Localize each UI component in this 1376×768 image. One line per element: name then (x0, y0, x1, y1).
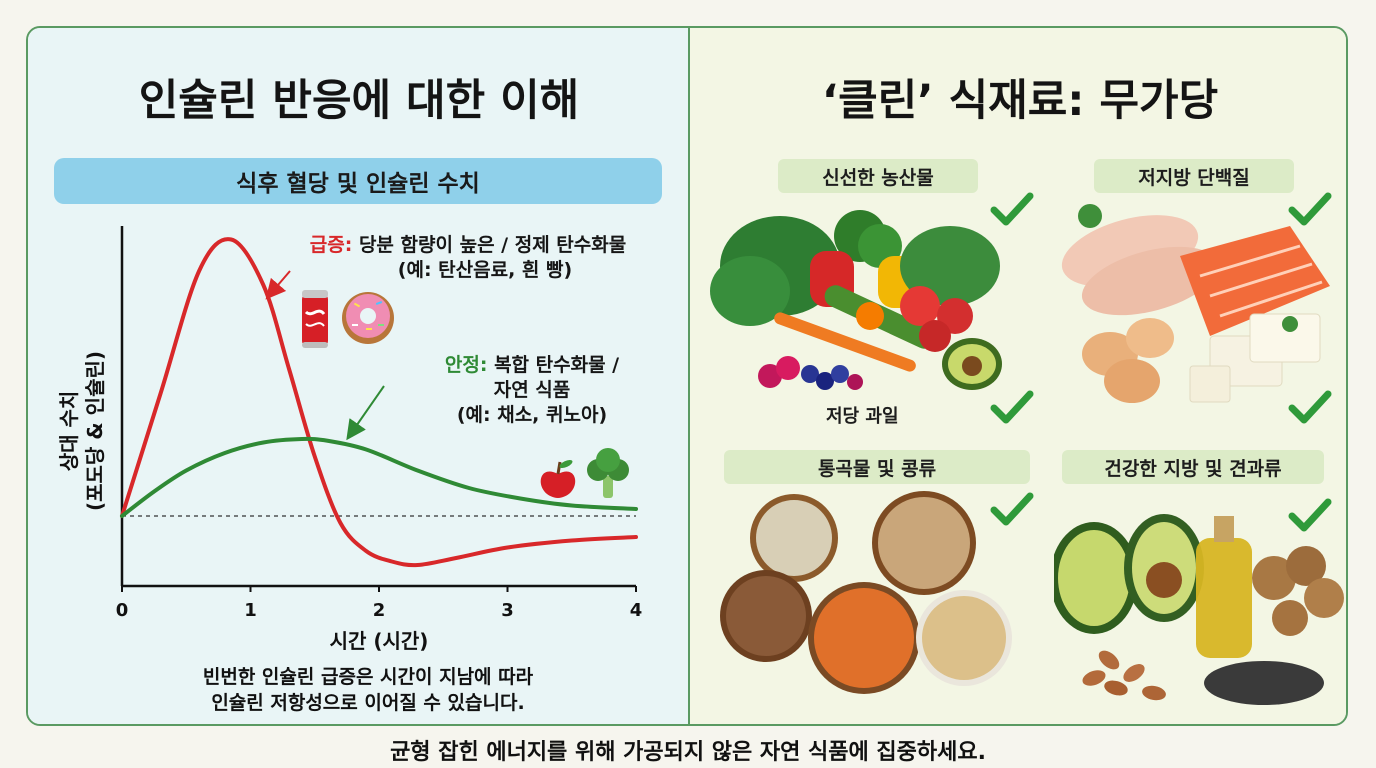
fresh-produce-image (710, 210, 1002, 390)
low-sugar-fruit-label: 저당 과일 (826, 406, 899, 427)
healthy-fats-image (1054, 514, 1344, 705)
check-icon (1288, 192, 1332, 226)
x-axis-label: 시간 (시간) (330, 629, 429, 653)
spike-text: 당분 함량이 높은 / 정제 탄수화물 (358, 234, 627, 256)
footnote-line-1: 빈번한 인슐린 급증은 시간이 지남에 따라 (202, 666, 534, 688)
category-healthy-fats-nuts: 건강한 지방 및 견과류 (1062, 450, 1324, 484)
x-tick-label: 3 (501, 600, 514, 621)
insulin-panel: 인슐린 반응에 대한 이해 식후 혈당 및 인슐린 수치 0 1 2 3 4 시간 (시… (28, 28, 690, 724)
insulin-chart: 0 1 2 3 4 시간 (시간) 상대 수치 (포도당 & 인슐린) (57, 226, 643, 653)
x-tick-label: 0 (116, 600, 129, 621)
stable-text-2: 자연 식품 (493, 379, 571, 401)
check-icon (1288, 390, 1332, 424)
series-line-stable (120, 436, 638, 518)
lean-protein-image (1061, 204, 1330, 403)
insulin-footnote: 빈번한 인슐린 급증은 시간이 지남에 따라 인슐린 저항성으로 이어질 수 있… (88, 664, 648, 716)
clean-foods-panel: ‘클린’ 식재료: 무가당 신선한 농산물 저지방 단백질 통곡물 및 콩류 건… (690, 28, 1346, 724)
stable-label: 안정: (444, 354, 488, 376)
category-fresh-produce: 신선한 농산물 (778, 159, 978, 193)
spike-label: 급증: (309, 234, 353, 256)
stable-example: (예: 채소, 퀴노아) (456, 404, 608, 426)
clean-foods-title: ‘클린’ 식재료: 무가당 (821, 76, 1219, 126)
check-icon (990, 492, 1034, 526)
soda-can-icon (302, 290, 328, 348)
stable-annotation: 안정: 복합 탄수화물 / 자연 식품 (예: 채소, 퀴노아) (372, 353, 692, 428)
category-lean-protein: 저지방 단백질 (1094, 159, 1294, 193)
y-axis-label-line-1: 상대 수치 (57, 391, 81, 472)
check-icon (1288, 498, 1332, 532)
footer-message: 균형 잡힌 에너지를 위해 가공되지 않은 자연 식품에 집중하세요. (390, 740, 986, 765)
x-tick-label: 4 (630, 600, 643, 621)
broccoli-icon (587, 448, 629, 498)
x-tick-label: 2 (373, 600, 386, 621)
series-line-spike (120, 237, 638, 568)
stable-arrow (346, 385, 385, 441)
spike-arrow (265, 270, 291, 300)
donut-icon (342, 292, 394, 344)
category-whole-grains-legumes: 통곡물 및 콩류 (724, 450, 1030, 484)
apple-icon (540, 459, 576, 498)
y-axis-label-line-2: (포도당 & 인슐린) (83, 351, 107, 511)
check-icon (990, 192, 1034, 226)
panel-divider (688, 28, 690, 724)
check-icon (990, 390, 1034, 424)
x-tick-label: 1 (244, 600, 257, 621)
grains-legumes-image (720, 491, 1012, 694)
footnote-line-2: 인슐린 저항성으로 이어질 수 있습니다. (211, 692, 525, 714)
stable-text-1: 복합 탄수화물 / (494, 354, 620, 376)
insulin-title: 인슐린 반응에 대한 이해 (138, 76, 580, 126)
infographic-frame: 인슐린 반응에 대한 이해 식후 혈당 및 인슐린 수치 0 1 2 3 4 시간 (시… (26, 26, 1348, 726)
spike-example: (예: 탄산음료, 흰 빵) (397, 259, 573, 281)
chart-banner: 식후 혈당 및 인슐린 수치 (54, 158, 662, 204)
y-axis-label: 상대 수치 (포도당 & 인슐린) (57, 351, 107, 511)
spike-annotation: 급증: 당분 함량이 높은 / 정제 탄수화물 (예: 탄산음료, 흰 빵) (228, 233, 708, 283)
